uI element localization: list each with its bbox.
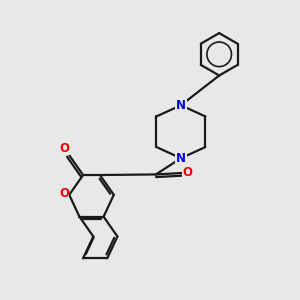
Text: N: N xyxy=(176,152,186,165)
Text: O: O xyxy=(182,167,192,179)
Text: O: O xyxy=(59,142,69,155)
Text: N: N xyxy=(176,99,186,112)
Text: O: O xyxy=(59,187,69,200)
